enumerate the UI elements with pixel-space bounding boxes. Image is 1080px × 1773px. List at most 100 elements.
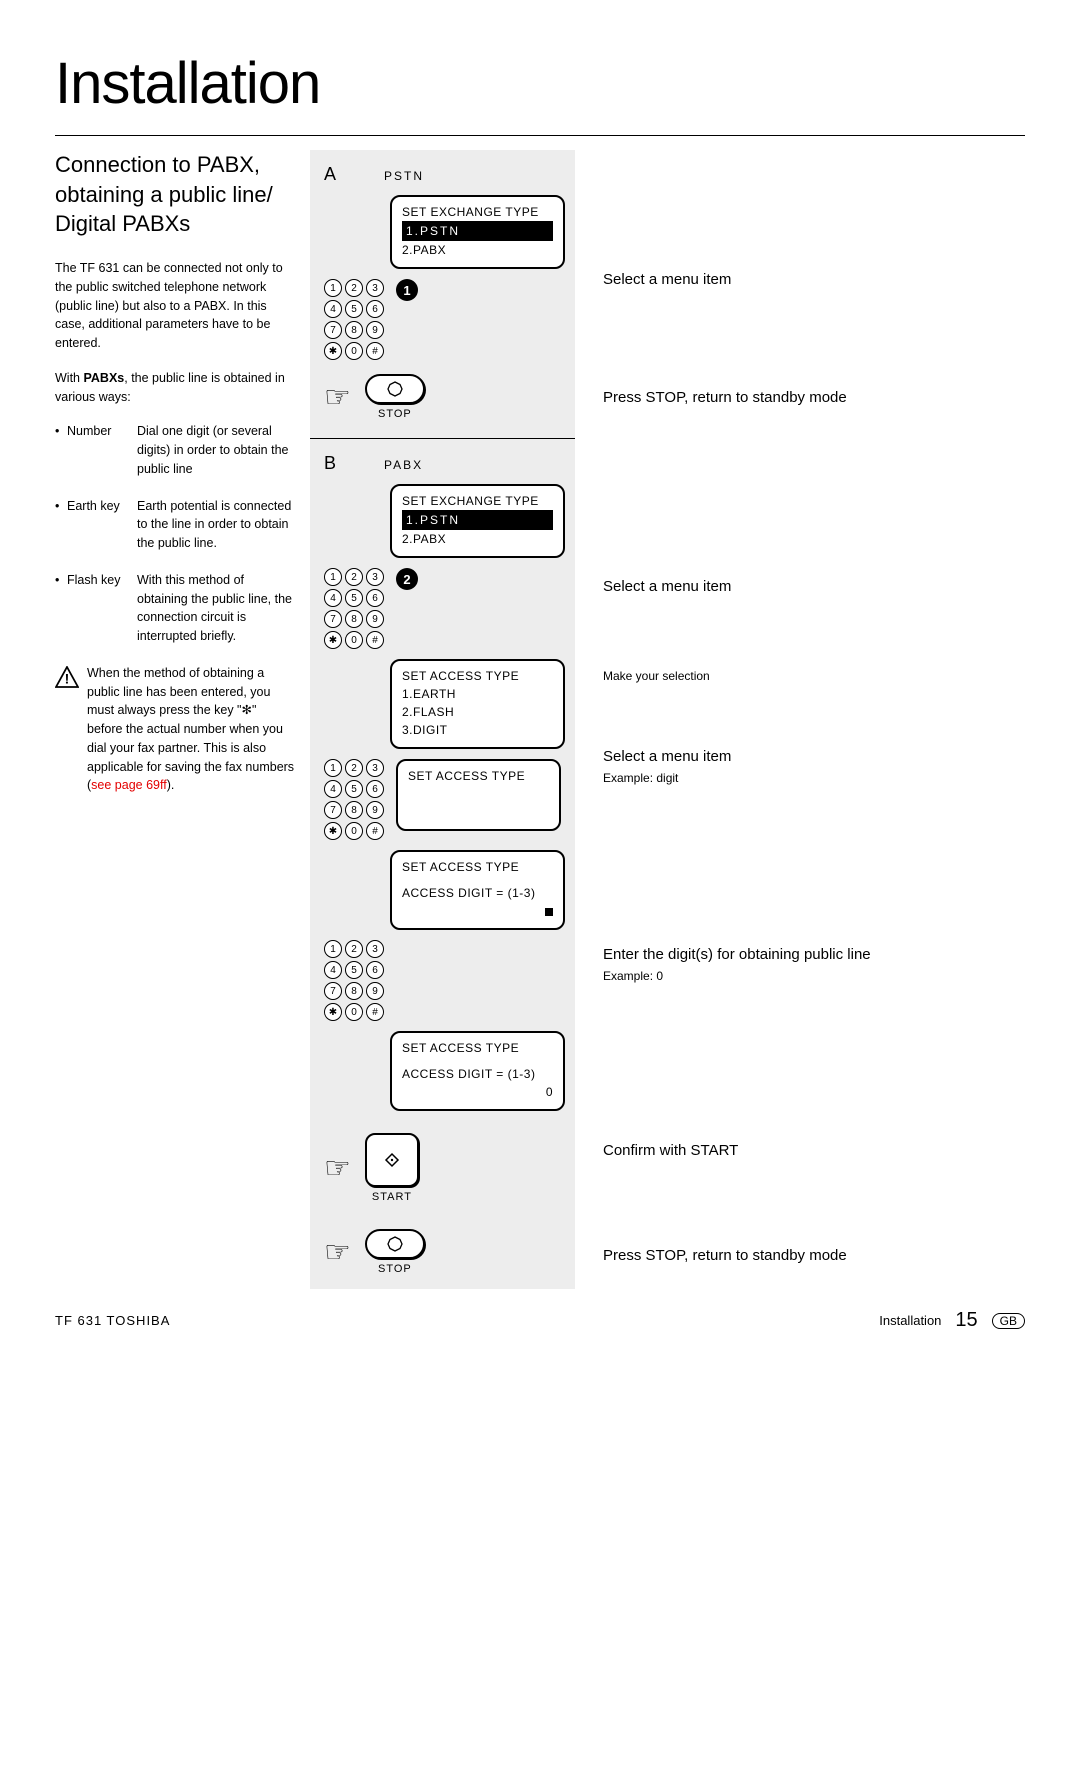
keypad-key[interactable]: 1 <box>324 279 342 297</box>
keypad-key[interactable]: 5 <box>345 961 363 979</box>
keypad-key[interactable]: # <box>366 342 384 360</box>
keypad-key[interactable]: ✱ <box>324 822 342 840</box>
right-column: Select a menu item Press STOP, return to… <box>575 150 1025 1289</box>
lcd-line: SET ACCESS TYPE <box>402 858 553 876</box>
keypad-key[interactable]: # <box>366 822 384 840</box>
keypad-key[interactable]: 6 <box>366 780 384 798</box>
keypad-key[interactable]: 6 <box>366 300 384 318</box>
keypad-key[interactable]: 5 <box>345 589 363 607</box>
lcd-line: 1.EARTH <box>402 685 553 703</box>
keypad-key[interactable]: 8 <box>345 321 363 339</box>
keypad-row: 123456789✱0# 2 <box>320 568 565 649</box>
keypad-key[interactable]: 0 <box>345 631 363 649</box>
keypad-key[interactable]: ✱ <box>324 631 342 649</box>
keypad-key[interactable]: 4 <box>324 780 342 798</box>
keypad-key[interactable]: # <box>366 1003 384 1021</box>
pointing-hand-icon: ☞ <box>324 380 351 415</box>
lcd-screen: SET ACCESS TYPE <box>396 759 561 831</box>
instruction-text: Press STOP, return to standby mode <box>603 1246 1025 1266</box>
bullet-icon: • <box>55 497 67 553</box>
keypad[interactable]: 123 456 789 ✱0# <box>324 759 384 840</box>
instruction: Press STOP, return to standby mode <box>603 388 1025 408</box>
instruction: Select a menu item <box>603 577 1025 597</box>
keypad-key[interactable]: 0 <box>345 822 363 840</box>
keypad-key[interactable]: 7 <box>324 801 342 819</box>
button-label: START <box>372 1191 412 1203</box>
section-heading: Connection to PABX, obtaining a public l… <box>55 150 295 239</box>
keypad-key[interactable]: 4 <box>324 589 342 607</box>
lcd-line: 2.FLASH <box>402 703 553 721</box>
text: When the method of obtaining a public li… <box>87 666 294 793</box>
keypad-key[interactable]: 6 <box>366 961 384 979</box>
keypad-key[interactable]: 5 <box>345 780 363 798</box>
methods-list: • Number Dial one digit (or several digi… <box>55 422 295 646</box>
start-button[interactable] <box>365 1133 419 1187</box>
button-label: STOP <box>378 408 412 420</box>
lcd-selected: 1.PSTN <box>402 510 553 530</box>
lcd-value: 0 <box>402 1083 553 1101</box>
warning-text: When the method of obtaining a public li… <box>87 664 295 795</box>
keypad-key[interactable]: 1 <box>324 568 342 586</box>
item-desc: Earth potential is connected to the line… <box>137 497 295 553</box>
keypad-key[interactable]: 9 <box>366 801 384 819</box>
section-a-header: A PSTN <box>320 164 565 185</box>
keypad-key[interactable]: 7 <box>324 982 342 1000</box>
step-badge: 2 <box>396 568 418 590</box>
page-link[interactable]: see page 69ff <box>91 778 167 792</box>
keypad-key[interactable]: 8 <box>345 801 363 819</box>
page-title: Installation <box>55 50 1025 117</box>
instruction-text: Select a menu item <box>603 270 1025 290</box>
pointing-hand-icon: ☞ <box>324 1235 351 1270</box>
keypad-key[interactable]: 7 <box>324 321 342 339</box>
step-badge: 1 <box>396 279 418 301</box>
keypad-key[interactable]: 9 <box>366 610 384 628</box>
warning-icon: ! <box>55 666 79 795</box>
keypad-key[interactable]: 4 <box>324 300 342 318</box>
page-footer: TF 631 TOSHIBA Installation 15 GB <box>55 1309 1025 1332</box>
lcd-screen: SET EXCHANGE TYPE 1.PSTN 2.PABX <box>390 484 565 558</box>
keypad-key[interactable]: 0 <box>345 1003 363 1021</box>
keypad-key[interactable]: # <box>366 631 384 649</box>
warning-block: ! When the method of obtaining a public … <box>55 664 295 795</box>
stop-button[interactable] <box>365 374 425 404</box>
pabx-paragraph: With PABXs, the public line is obtained … <box>55 369 295 407</box>
keypad-key[interactable]: 2 <box>345 279 363 297</box>
keypad-key[interactable]: 2 <box>345 940 363 958</box>
lcd-screen: SET ACCESS TYPE ACCESS DIGIT = (1-3) 0 <box>390 1031 565 1111</box>
lcd-line: SET EXCHANGE TYPE <box>402 203 553 221</box>
keypad-key[interactable]: 7 <box>324 610 342 628</box>
keypad-key[interactable]: 6 <box>366 589 384 607</box>
item-label: Number <box>67 422 137 478</box>
keypad-key[interactable]: 8 <box>345 610 363 628</box>
page-number: 15 <box>955 1309 977 1332</box>
lcd-line: 3.DIGIT <box>402 721 553 739</box>
keypad-key[interactable]: 9 <box>366 321 384 339</box>
keypad-key[interactable]: 3 <box>366 279 384 297</box>
keypad-key[interactable]: 1 <box>324 759 342 777</box>
item-desc: Dial one digit (or several digits) in or… <box>137 422 295 478</box>
left-column: Connection to PABX, obtaining a public l… <box>55 150 310 1289</box>
keypad-key[interactable]: 3 <box>366 568 384 586</box>
keypad-key[interactable]: 5 <box>345 300 363 318</box>
keypad-key[interactable]: 4 <box>324 961 342 979</box>
keypad-key[interactable]: 0 <box>345 342 363 360</box>
keypad-key[interactable]: ✱ <box>324 1003 342 1021</box>
keypad-key[interactable]: 9 <box>366 982 384 1000</box>
lcd-screen: SET ACCESS TYPE ACCESS DIGIT = (1-3) <box>390 850 565 930</box>
stop-button[interactable] <box>365 1229 425 1259</box>
keypad[interactable]: 123 456 789 ✱0# <box>324 940 384 1021</box>
keypad-key[interactable]: 1 <box>324 940 342 958</box>
keypad-key[interactable]: 8 <box>345 982 363 1000</box>
keypad-key[interactable]: 2 <box>345 568 363 586</box>
keypad-key[interactable]: ✱ <box>324 342 342 360</box>
keypad[interactable]: 123 456 789 ✱0# <box>324 279 384 360</box>
keypad-key[interactable]: 3 <box>366 940 384 958</box>
instruction: Confirm with START <box>603 1141 1025 1161</box>
keypad-row: 123 456 789 ✱0# <box>320 940 565 1021</box>
lcd-line: 2.PABX <box>402 241 553 259</box>
keypad[interactable]: 123 456 789 ✱0# <box>324 568 384 649</box>
keypad-key[interactable]: 3 <box>366 759 384 777</box>
keypad-key[interactable]: 2 <box>345 759 363 777</box>
instruction-text: Make your selection <box>603 669 1025 683</box>
section-letter: A <box>324 164 336 185</box>
